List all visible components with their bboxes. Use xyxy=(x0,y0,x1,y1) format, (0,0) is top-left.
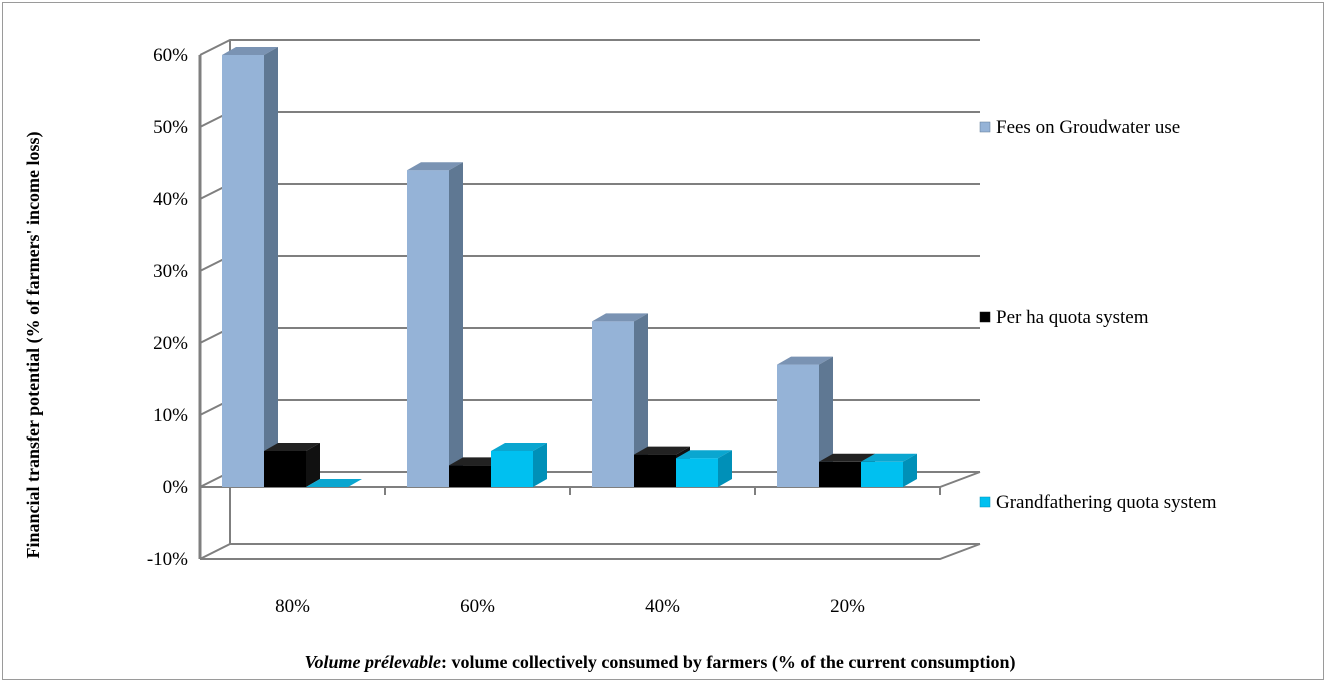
x-axis-title-italic: Volume prélevable xyxy=(304,652,440,672)
bar-top xyxy=(777,356,833,365)
bar-side xyxy=(306,443,320,487)
legend-label: Grandfathering quota system xyxy=(996,492,1217,513)
bar-side xyxy=(634,313,648,487)
bar-top xyxy=(491,443,547,451)
bar-top xyxy=(222,47,278,55)
x-tick-label: 80% xyxy=(275,596,310,617)
bar-front xyxy=(407,170,449,487)
gridline xyxy=(199,111,980,128)
gridline xyxy=(199,39,980,56)
x-axis-title: Volume prélevable: volume collectively c… xyxy=(304,652,1015,673)
bar-2-3 xyxy=(861,453,917,487)
bar-0-2 xyxy=(592,313,648,487)
bar-2-2 xyxy=(676,450,732,487)
bar-front xyxy=(264,451,306,487)
legend-swatch xyxy=(979,121,991,133)
bar-top xyxy=(861,453,917,462)
bar-side xyxy=(718,450,732,487)
legend-label: Per ha quota system xyxy=(996,307,1149,328)
bar-front xyxy=(592,321,634,487)
y-tick-label: 0% xyxy=(163,477,189,498)
y-axis-title: Financial transfer potential (% of farme… xyxy=(23,131,44,558)
bar-side xyxy=(264,47,278,487)
floor-edge xyxy=(200,543,981,560)
y-tick-label: 60% xyxy=(153,45,188,66)
bar-side xyxy=(819,356,833,487)
x-axis-ticks: 80% 60% 40% 20% xyxy=(199,487,941,617)
bars xyxy=(222,47,917,487)
bar-top xyxy=(306,479,362,487)
y-tick-label: 20% xyxy=(153,333,188,354)
gridline xyxy=(199,255,980,272)
y-tick-label: 40% xyxy=(153,189,188,210)
bar-top xyxy=(407,162,463,171)
y-axis-ticks: -10% 0% 10% 20% 30% 40% 50% 60% xyxy=(147,45,188,570)
gridline xyxy=(199,183,980,200)
legend-item: Per ha quota system xyxy=(979,307,1149,328)
bar-front xyxy=(819,461,861,487)
bar-top xyxy=(592,313,648,322)
legend: Fees on Groudwater use Per ha quota syste… xyxy=(979,117,1217,513)
bar-top xyxy=(634,446,690,455)
bar-0-1 xyxy=(407,162,463,487)
gridline xyxy=(199,543,980,560)
y-tick-label: 10% xyxy=(153,405,188,426)
bar-1-0 xyxy=(264,443,320,487)
bar-front xyxy=(222,55,264,487)
bar-top xyxy=(676,450,732,459)
y-tick-label: 30% xyxy=(153,261,188,282)
x-tick-label: 60% xyxy=(460,596,495,617)
legend-item: Fees on Groudwater use xyxy=(979,117,1180,138)
y-tick-label: -10% xyxy=(147,549,188,570)
bar-side xyxy=(449,162,463,487)
bar-2-1 xyxy=(491,443,547,487)
bar-side xyxy=(533,443,547,487)
bar-front xyxy=(491,451,533,487)
gridline xyxy=(199,399,980,416)
bar-2-0 xyxy=(306,479,362,487)
bar-0-3 xyxy=(777,356,833,487)
bar-0-0 xyxy=(222,47,278,487)
bar-front xyxy=(777,364,819,487)
bar-top xyxy=(264,443,320,451)
bar-front xyxy=(449,465,491,487)
legend-swatch xyxy=(979,311,991,323)
legend-item: Grandfathering quota system xyxy=(979,492,1217,513)
bar-side xyxy=(903,453,917,487)
bar-front xyxy=(676,458,718,487)
legend-swatch xyxy=(979,496,991,508)
gridline xyxy=(199,327,980,344)
bar-top xyxy=(819,453,875,462)
bar-front xyxy=(634,454,676,487)
x-tick-label: 40% xyxy=(645,596,680,617)
legend-label: Fees on Groudwater use xyxy=(996,117,1180,138)
x-tick-label: 20% xyxy=(830,596,865,617)
bar-front xyxy=(861,461,903,487)
y-tick-label: 50% xyxy=(153,117,188,138)
x-axis-title-rest: : volume collectively consumed by farmer… xyxy=(441,652,1016,673)
